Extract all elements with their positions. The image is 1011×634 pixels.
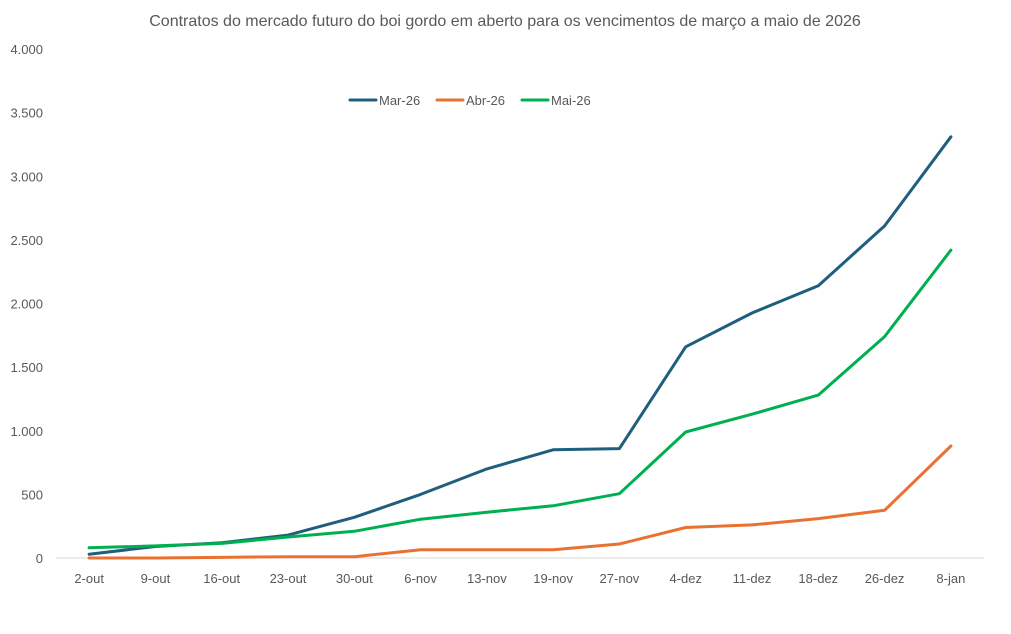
x-tick-label: 8-jan [936,571,965,586]
x-tick-label: 30-out [336,571,373,586]
y-axis: 0 500 1.000 1.500 2.000 2.500 3.000 3.500 4.000 [10,42,43,566]
y-tick-label: 1.000 [10,424,43,439]
x-tick-label: 6-nov [404,571,437,586]
x-tick-label: 11-dez [733,571,772,586]
x-tick-label: 18-dez [798,571,838,586]
x-tick-label: 27-nov [600,571,640,586]
series-lines [87,135,953,560]
y-tick-label: 2.500 [10,233,43,248]
legend-label: Abr-26 [466,93,505,108]
y-tick-label: 0 [36,551,43,566]
legend-label: Mai-26 [551,93,591,108]
y-tick-label: 500 [21,487,43,502]
x-tick-label: 2-out [74,571,104,586]
series-line-mai-26 [87,248,953,550]
x-tick-label: 26-dez [865,571,905,586]
x-tick-label: 9-out [141,571,171,586]
x-tick-label: 23-out [270,571,307,586]
y-tick-label: 3.000 [10,169,43,184]
y-tick-label: 3.500 [10,106,43,121]
legend-label: Mar-26 [379,93,420,108]
x-tick-label: 16-out [203,571,240,586]
y-tick-label: 4.000 [10,42,43,57]
series-line-abr-26 [87,444,953,560]
chart-title: Contratos do mercado futuro do boi gordo… [149,13,861,30]
x-axis: 2-out 9-out 16-out 23-out 30-out 6-nov 13-nov 1… [56,557,984,586]
x-tick-label: 19-nov [533,571,573,586]
series-line-mar-26 [87,135,953,556]
legend: Mar-26 Abr-26 Mai-26 [348,93,591,108]
y-tick-label: 2.000 [10,297,43,312]
y-tick-label: 1.500 [10,360,43,375]
x-tick-label: 13-nov [467,571,507,586]
x-tick-label: 4-dez [669,571,702,586]
